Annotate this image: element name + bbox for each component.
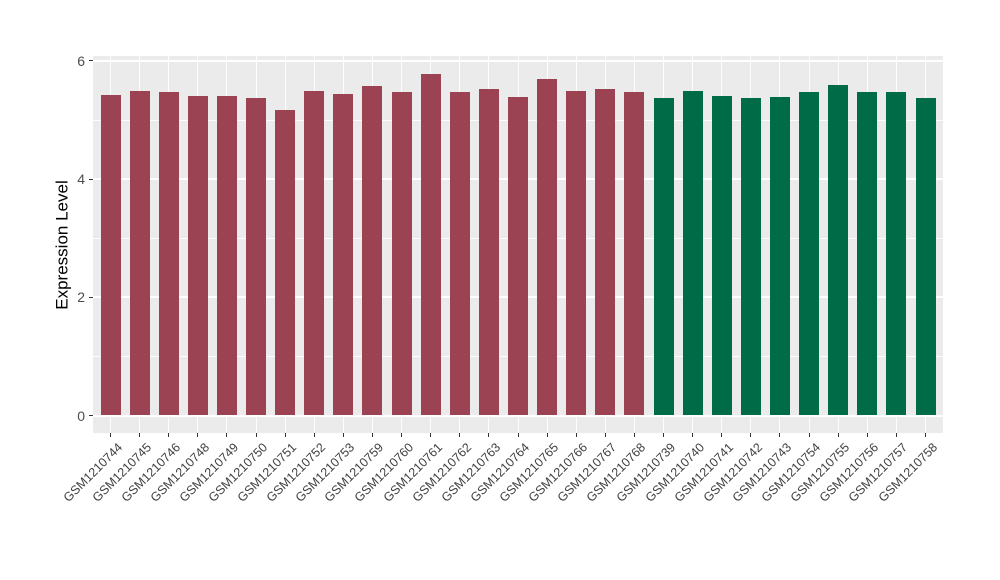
- y-axis-title: Expression Level: [50, 56, 76, 433]
- bar-GSM1210748: [187, 95, 208, 416]
- x-tick-mark: [895, 433, 897, 437]
- bar-GSM1210764: [508, 96, 528, 416]
- x-tick-mark: [226, 433, 228, 437]
- y-tick-mark: [89, 415, 93, 416]
- y-tick-label: 4: [77, 171, 85, 188]
- bar-GSM1210767: [595, 88, 616, 416]
- x-tick-mark: [488, 433, 490, 437]
- x-tick-mark: [110, 433, 111, 437]
- bar-GSM1210765: [537, 78, 558, 416]
- x-tick-mark: [313, 433, 315, 437]
- bar-GSM1210752: [304, 91, 325, 416]
- bar-GSM1210745: [129, 91, 150, 416]
- x-tick-mark: [401, 433, 403, 437]
- x-tick-mark: [371, 433, 373, 437]
- plot-panel: [93, 56, 943, 433]
- bar-GSM1210757: [886, 92, 907, 416]
- x-tick-mark: [604, 433, 606, 437]
- x-tick-mark: [284, 433, 286, 437]
- x-tick-mark: [168, 433, 170, 437]
- bar-GSM1210768: [624, 91, 645, 416]
- x-tick-mark: [459, 433, 461, 437]
- x-tick-mark: [517, 433, 519, 437]
- bar-GSM1210743: [769, 96, 790, 416]
- x-tick-mark: [837, 433, 839, 437]
- x-tick-mark: [779, 433, 781, 437]
- y-tick-label: 6: [77, 52, 85, 69]
- bar-GSM1210744: [100, 94, 121, 416]
- x-tick-mark: [808, 433, 810, 437]
- bar-GSM1210766: [566, 91, 587, 416]
- x-tick-mark: [633, 433, 635, 437]
- bar-GSM1210754: [799, 92, 820, 416]
- y-tick-label: 2: [77, 289, 85, 306]
- bar-GSM1210755: [828, 84, 849, 416]
- bar-GSM1210759: [362, 86, 383, 416]
- bar-GSM1210761: [420, 73, 441, 416]
- y-tick-mark: [89, 178, 93, 180]
- bar-GSM1210741: [711, 96, 732, 416]
- x-tick-mark: [925, 433, 926, 437]
- x-tick-mark: [750, 433, 752, 437]
- x-tick-mark: [197, 433, 199, 437]
- bar-GSM1210756: [857, 92, 878, 416]
- y-tick-mark: [89, 60, 93, 62]
- bar-GSM1210758: [915, 97, 936, 416]
- y-tick-label: 0: [77, 407, 85, 424]
- bar-GSM1210762: [449, 91, 470, 416]
- x-tick-mark: [342, 433, 344, 437]
- x-tick-mark: [866, 433, 868, 437]
- bar-GSM1210750: [246, 97, 267, 416]
- bar-GSM1210739: [653, 97, 674, 416]
- bar-GSM1210740: [682, 91, 703, 416]
- x-tick-mark: [692, 433, 694, 437]
- bar-GSM1210760: [391, 92, 412, 416]
- x-tick-mark: [721, 433, 723, 437]
- bar-GSM1210753: [333, 93, 354, 416]
- x-tick-mark: [546, 433, 548, 437]
- bar-GSM1210763: [478, 88, 499, 416]
- x-tick-mark: [663, 433, 665, 437]
- x-tick-mark: [139, 433, 141, 437]
- x-tick-mark: [430, 433, 432, 437]
- bar-GSM1210751: [275, 109, 296, 416]
- x-tick-mark: [255, 433, 257, 437]
- bar-GSM1210749: [216, 95, 237, 416]
- bar-GSM1210742: [740, 98, 761, 416]
- y-tick-mark: [89, 296, 93, 298]
- bar-GSM1210746: [158, 91, 179, 416]
- x-tick-mark: [575, 433, 577, 437]
